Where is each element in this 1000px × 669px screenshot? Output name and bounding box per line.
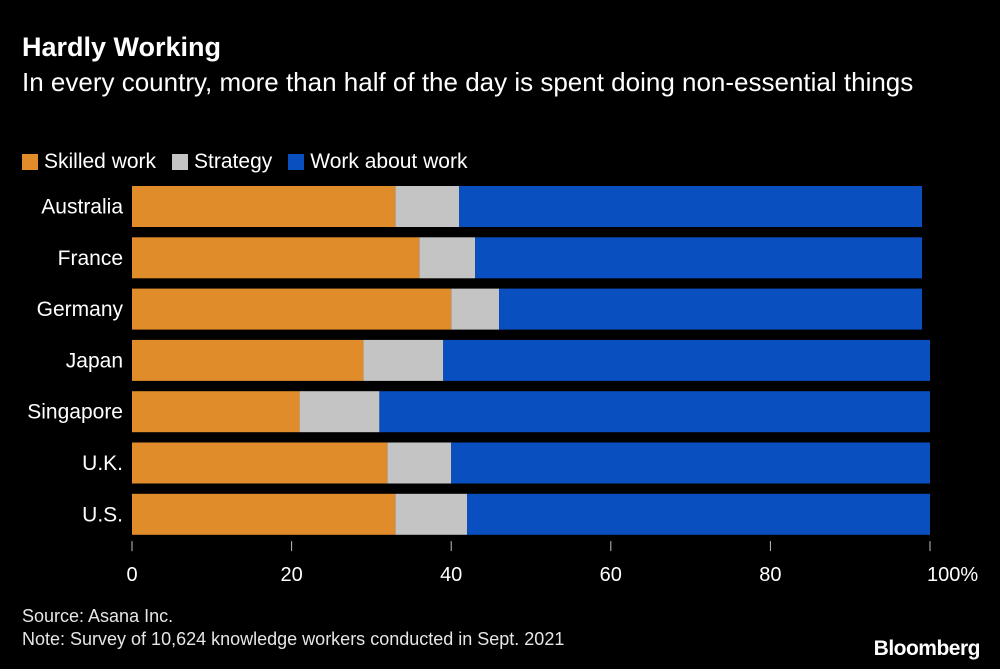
- chart-subtitle: In every country, more than half of the …: [22, 67, 914, 97]
- category-label-germany: Germany: [37, 298, 124, 321]
- bar-australia-work-about-work: [459, 186, 923, 227]
- bar-singapore-work-about-work: [379, 391, 930, 433]
- bar-group: [132, 186, 930, 535]
- legend-swatch-skilled-work: [22, 154, 38, 170]
- bar-france-skilled-work: [132, 237, 420, 279]
- bloomberg-logo: Bloomberg: [873, 637, 981, 660]
- x-tick-label-100: 100%: [927, 564, 978, 586]
- legend-item-strategy: Strategy: [172, 150, 272, 174]
- legend-label-skilled-work: Skilled work: [44, 150, 157, 173]
- x-tick-label-60: 60: [600, 564, 622, 586]
- bar-france-strategy: [419, 237, 476, 279]
- bar-u-k-work-about-work: [451, 442, 930, 484]
- bar-germany-strategy: [451, 288, 500, 330]
- legend-swatch-work-about-work: [288, 154, 305, 170]
- category-label-australia: Australia: [41, 196, 123, 219]
- category-label-france: France: [58, 247, 123, 270]
- bar-germany-work-about-work: [499, 288, 923, 330]
- category-label-singapore: Singapore: [27, 401, 123, 424]
- bar-u-s-work-about-work: [467, 493, 930, 535]
- bar-australia-skilled-work: [132, 186, 396, 227]
- bar-singapore-strategy: [299, 391, 380, 433]
- bar-germany-skilled-work: [132, 288, 452, 330]
- stacked-bar-chart: Australia France Germany Japan Singapore U.K.…: [27, 186, 978, 586]
- chart-title: Hardly Working: [22, 32, 222, 62]
- bar-u-k-skilled-work: [132, 442, 388, 484]
- bar-france-work-about-work: [475, 237, 923, 279]
- bar-australia-strategy: [395, 186, 460, 227]
- bar-u-s-skilled-work: [132, 493, 396, 535]
- survey-note: Note: Survey of 10,624 knowledge workers…: [22, 629, 565, 649]
- legend-label-strategy: Strategy: [194, 150, 273, 173]
- x-tick-label-40: 40: [440, 564, 462, 586]
- legend-swatch-strategy: [172, 154, 189, 170]
- category-labels: Australia France Germany Japan Singapore U.K.…: [27, 196, 123, 527]
- bar-japan-work-about-work: [443, 339, 930, 381]
- x-axis-ticks: 0 20 40 60 80 100%: [126, 541, 978, 586]
- bar-singapore-skilled-work: [132, 391, 300, 433]
- bar-u-k-strategy: [387, 442, 452, 484]
- category-label-u-k: U.K.: [82, 452, 123, 475]
- x-tick-label-20: 20: [280, 564, 302, 586]
- source-note: Source: Asana Inc.: [22, 606, 174, 626]
- bar-u-s-strategy: [395, 493, 468, 535]
- x-tick-label-0: 0: [126, 564, 137, 586]
- x-tick-label-80: 80: [759, 564, 781, 586]
- legend-label-work-about-work: Work about work: [310, 150, 468, 173]
- legend-item-work-about-work: Work about work: [288, 150, 467, 174]
- bar-japan-skilled-work: [132, 339, 364, 381]
- bar-japan-strategy: [363, 339, 444, 381]
- legend: Skilled work Strategy Work about work: [22, 148, 483, 176]
- legend-item-skilled-work: Skilled work: [22, 150, 156, 174]
- category-label-u-s: U.S.: [82, 503, 123, 526]
- category-label-japan: Japan: [66, 349, 123, 372]
